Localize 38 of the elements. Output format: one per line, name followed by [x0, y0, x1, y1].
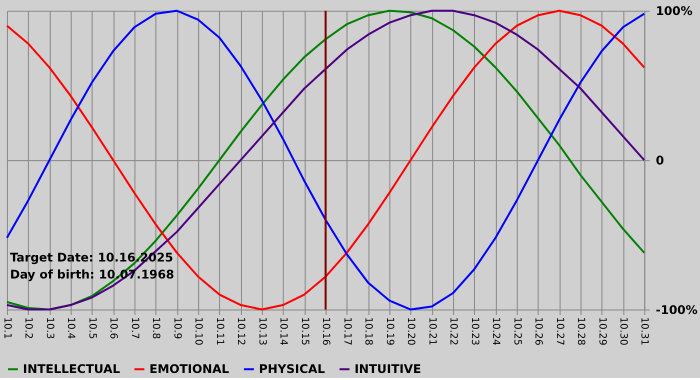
x-tick-label: 10.21 [426, 316, 438, 346]
x-tick-label: 10.13 [256, 316, 268, 346]
y-tick-label: 0 [656, 154, 664, 168]
x-tick-label: 10.24 [490, 316, 502, 346]
x-tick-label: 10.27 [554, 316, 565, 346]
x-tick-label: 10.5 [86, 316, 98, 340]
x-tick-label: 10.1 [1, 316, 12, 340]
x-tick-label: 10.4 [65, 316, 76, 340]
y-tick-label: -100% [656, 302, 698, 317]
y-tick-label: 100% [656, 4, 693, 18]
x-tick-label: 10.16 [320, 316, 332, 346]
x-tick-label: 10.7 [128, 316, 140, 340]
x-tick-label: 10.30 [618, 316, 629, 346]
x-tick-label: 10.17 [341, 316, 352, 346]
x-tick-label: 10.20 [405, 316, 416, 346]
x-tick-label: 10.25 [511, 316, 522, 346]
x-tick-label: 10.26 [532, 316, 544, 346]
legend-label: PHYSICAL [258, 362, 326, 376]
x-tick-label: 10.9 [171, 316, 182, 340]
x-tick-label: 10.29 [596, 316, 608, 346]
x-tick-label: 10.31 [638, 316, 650, 346]
x-tick-label: 10.10 [192, 316, 204, 346]
x-tick-label: 10.22 [448, 316, 459, 346]
x-tick-label: 10.28 [575, 316, 586, 346]
x-tick-label: 10.14 [278, 316, 289, 346]
x-tick-label: 10.11 [214, 316, 225, 346]
x-tick-label: 10.18 [362, 316, 374, 346]
legend-label: INTUITIVE [354, 362, 422, 376]
x-tick-label: 10.3 [44, 316, 55, 340]
x-tick-label: 10.12 [235, 316, 246, 346]
legend-label: EMOTIONAL [149, 362, 230, 376]
x-tick-label: 10.19 [384, 316, 395, 346]
x-tick-label: 10.15 [298, 316, 310, 346]
x-tick-label: 10.2 [22, 316, 34, 340]
legend-label: INTELLECTUAL [22, 362, 120, 376]
x-tick-label: 10.6 [108, 316, 119, 340]
x-tick-label: 10.8 [150, 316, 162, 340]
x-tick-label: 10.23 [468, 316, 480, 346]
